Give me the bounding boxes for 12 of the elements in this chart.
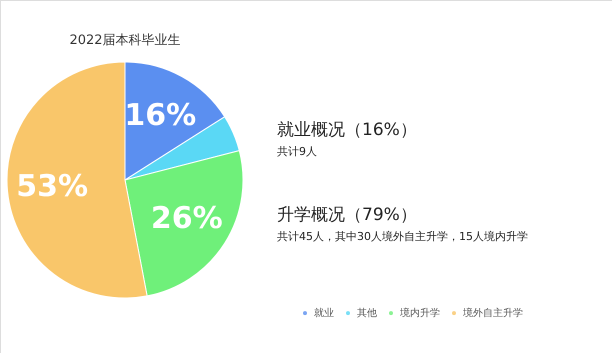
legend-label: 境外自主升学 [462,307,523,320]
data-label: 53% [16,168,88,204]
chart-title: 2022届本科毕业生 [69,33,181,48]
text: 升学概况（79%） [277,205,417,225]
legend-label: 境内升学 [399,307,440,320]
legend-label: 就业 [314,307,334,320]
text: 就业概况（16%） [277,120,417,140]
text: 共计9人 [277,145,317,158]
data-label: 26% [150,201,223,236]
data-label: 16% [124,98,196,133]
text: 共计45人，其中30人境外自主升学，15人境内升学 [277,230,528,243]
legend-label: 其他 [357,307,377,320]
